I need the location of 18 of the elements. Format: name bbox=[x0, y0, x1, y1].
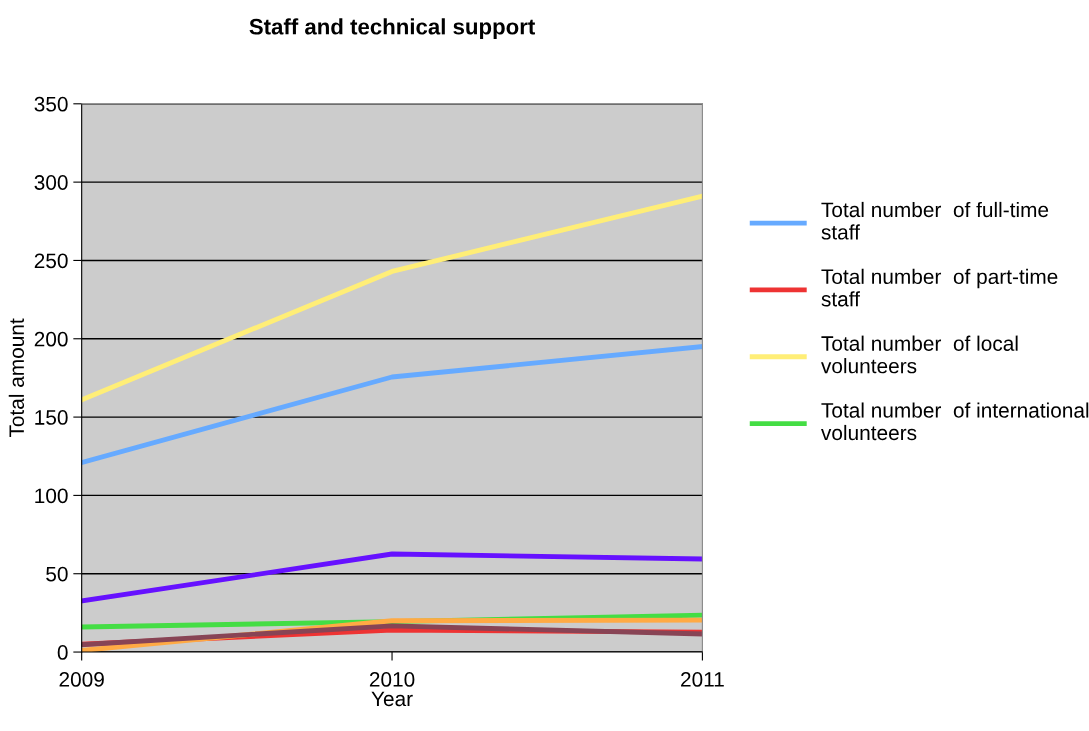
x-tick-label: 2010 bbox=[369, 672, 415, 687]
y-tick-label: 50 bbox=[46, 566, 68, 582]
legend-label: Total number of full-time staff bbox=[821, 201, 1049, 240]
legend-label: Total number of part-time staff bbox=[821, 268, 1058, 307]
y-tick-label: 200 bbox=[34, 331, 68, 347]
y-tick-label: 300 bbox=[34, 175, 68, 190]
y-tick-label: 350 bbox=[34, 96, 68, 112]
y-tick-label: 250 bbox=[34, 253, 68, 269]
y-tick-label: 100 bbox=[35, 488, 68, 504]
chart-title: Staff and technical support bbox=[249, 18, 535, 39]
legend-label: Total number of local volunteers bbox=[821, 335, 1018, 374]
legend-label: Total number of international volunteers bbox=[821, 402, 1089, 441]
y-axis-title: Total amount bbox=[8, 318, 25, 438]
y-tick-label: 0 bbox=[57, 645, 68, 660]
y-tick-label: 150 bbox=[35, 410, 68, 425]
x-tick-label: 2009 bbox=[59, 672, 104, 687]
x-tick-label: 2011 bbox=[681, 672, 724, 687]
x-axis-title: Year bbox=[371, 691, 413, 707]
